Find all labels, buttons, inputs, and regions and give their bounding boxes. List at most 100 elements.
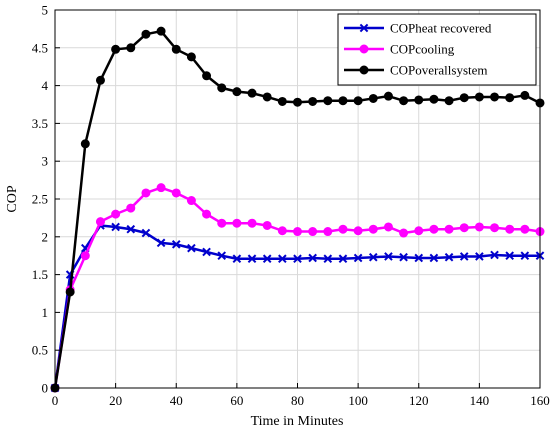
data-point-heat-recovered [217, 251, 227, 261]
data-point-cooling [399, 228, 409, 238]
data-point-overall-system [232, 87, 242, 97]
data-point-overall-system [126, 43, 136, 53]
legend-item-cooling: COPcooling [344, 42, 455, 57]
data-point-heat-recovered [308, 253, 317, 263]
y-tick-label: 0.5 [32, 343, 48, 358]
data-point-cooling [202, 209, 212, 219]
data-point-heat-recovered [232, 254, 242, 264]
data-point-overall-system [80, 139, 90, 149]
legend-item-overall-system: COPoverallsystem [344, 63, 488, 78]
data-point-heat-recovered [323, 254, 333, 264]
data-point-cooling [247, 218, 257, 228]
x-ticks: 0 20 40 60 80 100 120 140 160 [52, 383, 550, 408]
series-cooling [50, 183, 545, 393]
data-point-heat-recovered [368, 252, 378, 262]
data-point-heat-recovered [490, 250, 499, 260]
data-point-overall-system [323, 96, 333, 106]
data-point-heat-recovered [187, 243, 196, 253]
data-point-heat-recovered [475, 252, 484, 261]
data-point-heat-recovered [278, 254, 287, 264]
data-point-overall-system [308, 96, 318, 106]
y-tick-label: 0 [42, 381, 49, 396]
y-tick-label: 4 [42, 78, 49, 93]
data-point-cooling [277, 226, 287, 236]
data-point-cooling [368, 224, 378, 234]
data-point-heat-recovered [399, 252, 408, 262]
data-point-cooling [186, 196, 196, 206]
x-tick-label: 120 [409, 393, 429, 408]
series-overall-system [50, 26, 545, 393]
data-point-overall-system [171, 44, 181, 54]
data-point-overall-system [429, 94, 439, 104]
y-tick-label: 4.5 [32, 40, 48, 55]
legend-item-heat-recovered: COPheat recovered [344, 21, 492, 36]
data-point-cooling [262, 220, 272, 230]
y-tick-label: 2.5 [32, 192, 48, 207]
data-point-overall-system [111, 44, 121, 54]
data-point-overall-system [141, 29, 151, 39]
data-point-heat-recovered [247, 254, 257, 264]
y-tick-label: 1 [42, 305, 49, 320]
legend-marker [359, 23, 369, 33]
data-point-heat-recovered [338, 254, 348, 264]
data-point-overall-system [202, 71, 212, 81]
data-point-heat-recovered [293, 254, 302, 264]
data-point-overall-system [383, 91, 393, 101]
data-point-cooling [80, 251, 90, 261]
data-point-overall-system [368, 93, 378, 103]
y-tick-label: 3.5 [32, 116, 48, 131]
y-tick-label: 3 [42, 154, 49, 169]
legend-marker [359, 44, 369, 54]
legend-label: COPheat recovered [390, 21, 492, 36]
data-point-overall-system [186, 52, 196, 62]
data-point-overall-system [414, 95, 424, 105]
data-point-heat-recovered [520, 251, 530, 261]
x-tick-label: 160 [530, 393, 550, 408]
x-tick-label: 0 [52, 393, 59, 408]
data-point-heat-recovered [202, 247, 211, 257]
x-tick-label: 80 [291, 393, 304, 408]
data-point-overall-system [95, 75, 105, 85]
data-point-cooling [353, 226, 363, 236]
data-point-cooling [338, 224, 348, 234]
data-point-cooling [459, 223, 469, 233]
data-point-overall-system [293, 97, 302, 107]
data-point-heat-recovered [126, 224, 136, 234]
data-point-heat-recovered [444, 252, 454, 262]
data-point-cooling [232, 218, 242, 228]
data-point-overall-system [338, 96, 348, 106]
series-layer [50, 26, 545, 393]
data-point-cooling [505, 224, 515, 234]
data-point-overall-system [65, 287, 75, 297]
y-tick-label: 1.5 [32, 267, 48, 282]
data-point-cooling [111, 209, 121, 219]
x-tick-label: 140 [470, 393, 490, 408]
data-point-heat-recovered [505, 251, 514, 261]
data-point-heat-recovered [111, 222, 120, 232]
data-point-overall-system [217, 83, 227, 93]
data-point-heat-recovered [353, 253, 363, 263]
data-point-heat-recovered [429, 253, 439, 263]
data-point-cooling [217, 218, 227, 228]
data-point-overall-system [353, 96, 363, 106]
data-point-overall-system [262, 92, 272, 102]
data-point-overall-system [490, 92, 500, 102]
x-tick-label: 20 [109, 393, 122, 408]
data-point-cooling [95, 217, 105, 227]
legend-label: COPcooling [390, 42, 455, 57]
data-point-cooling [474, 222, 484, 232]
legend: COPheat recovered COPcooling COPoverallsys… [337, 13, 537, 86]
data-point-cooling [156, 183, 166, 193]
data-point-cooling [141, 188, 151, 198]
data-point-overall-system [277, 96, 287, 106]
data-point-cooling [383, 222, 393, 232]
data-point-heat-recovered [156, 238, 166, 248]
data-point-overall-system [474, 92, 484, 102]
data-point-overall-system [247, 88, 257, 98]
legend-label: COPoverallsystem [390, 63, 488, 78]
data-point-cooling [414, 226, 424, 236]
data-point-cooling [126, 203, 136, 213]
y-tick-label: 5 [42, 3, 49, 18]
data-point-heat-recovered [141, 228, 151, 238]
